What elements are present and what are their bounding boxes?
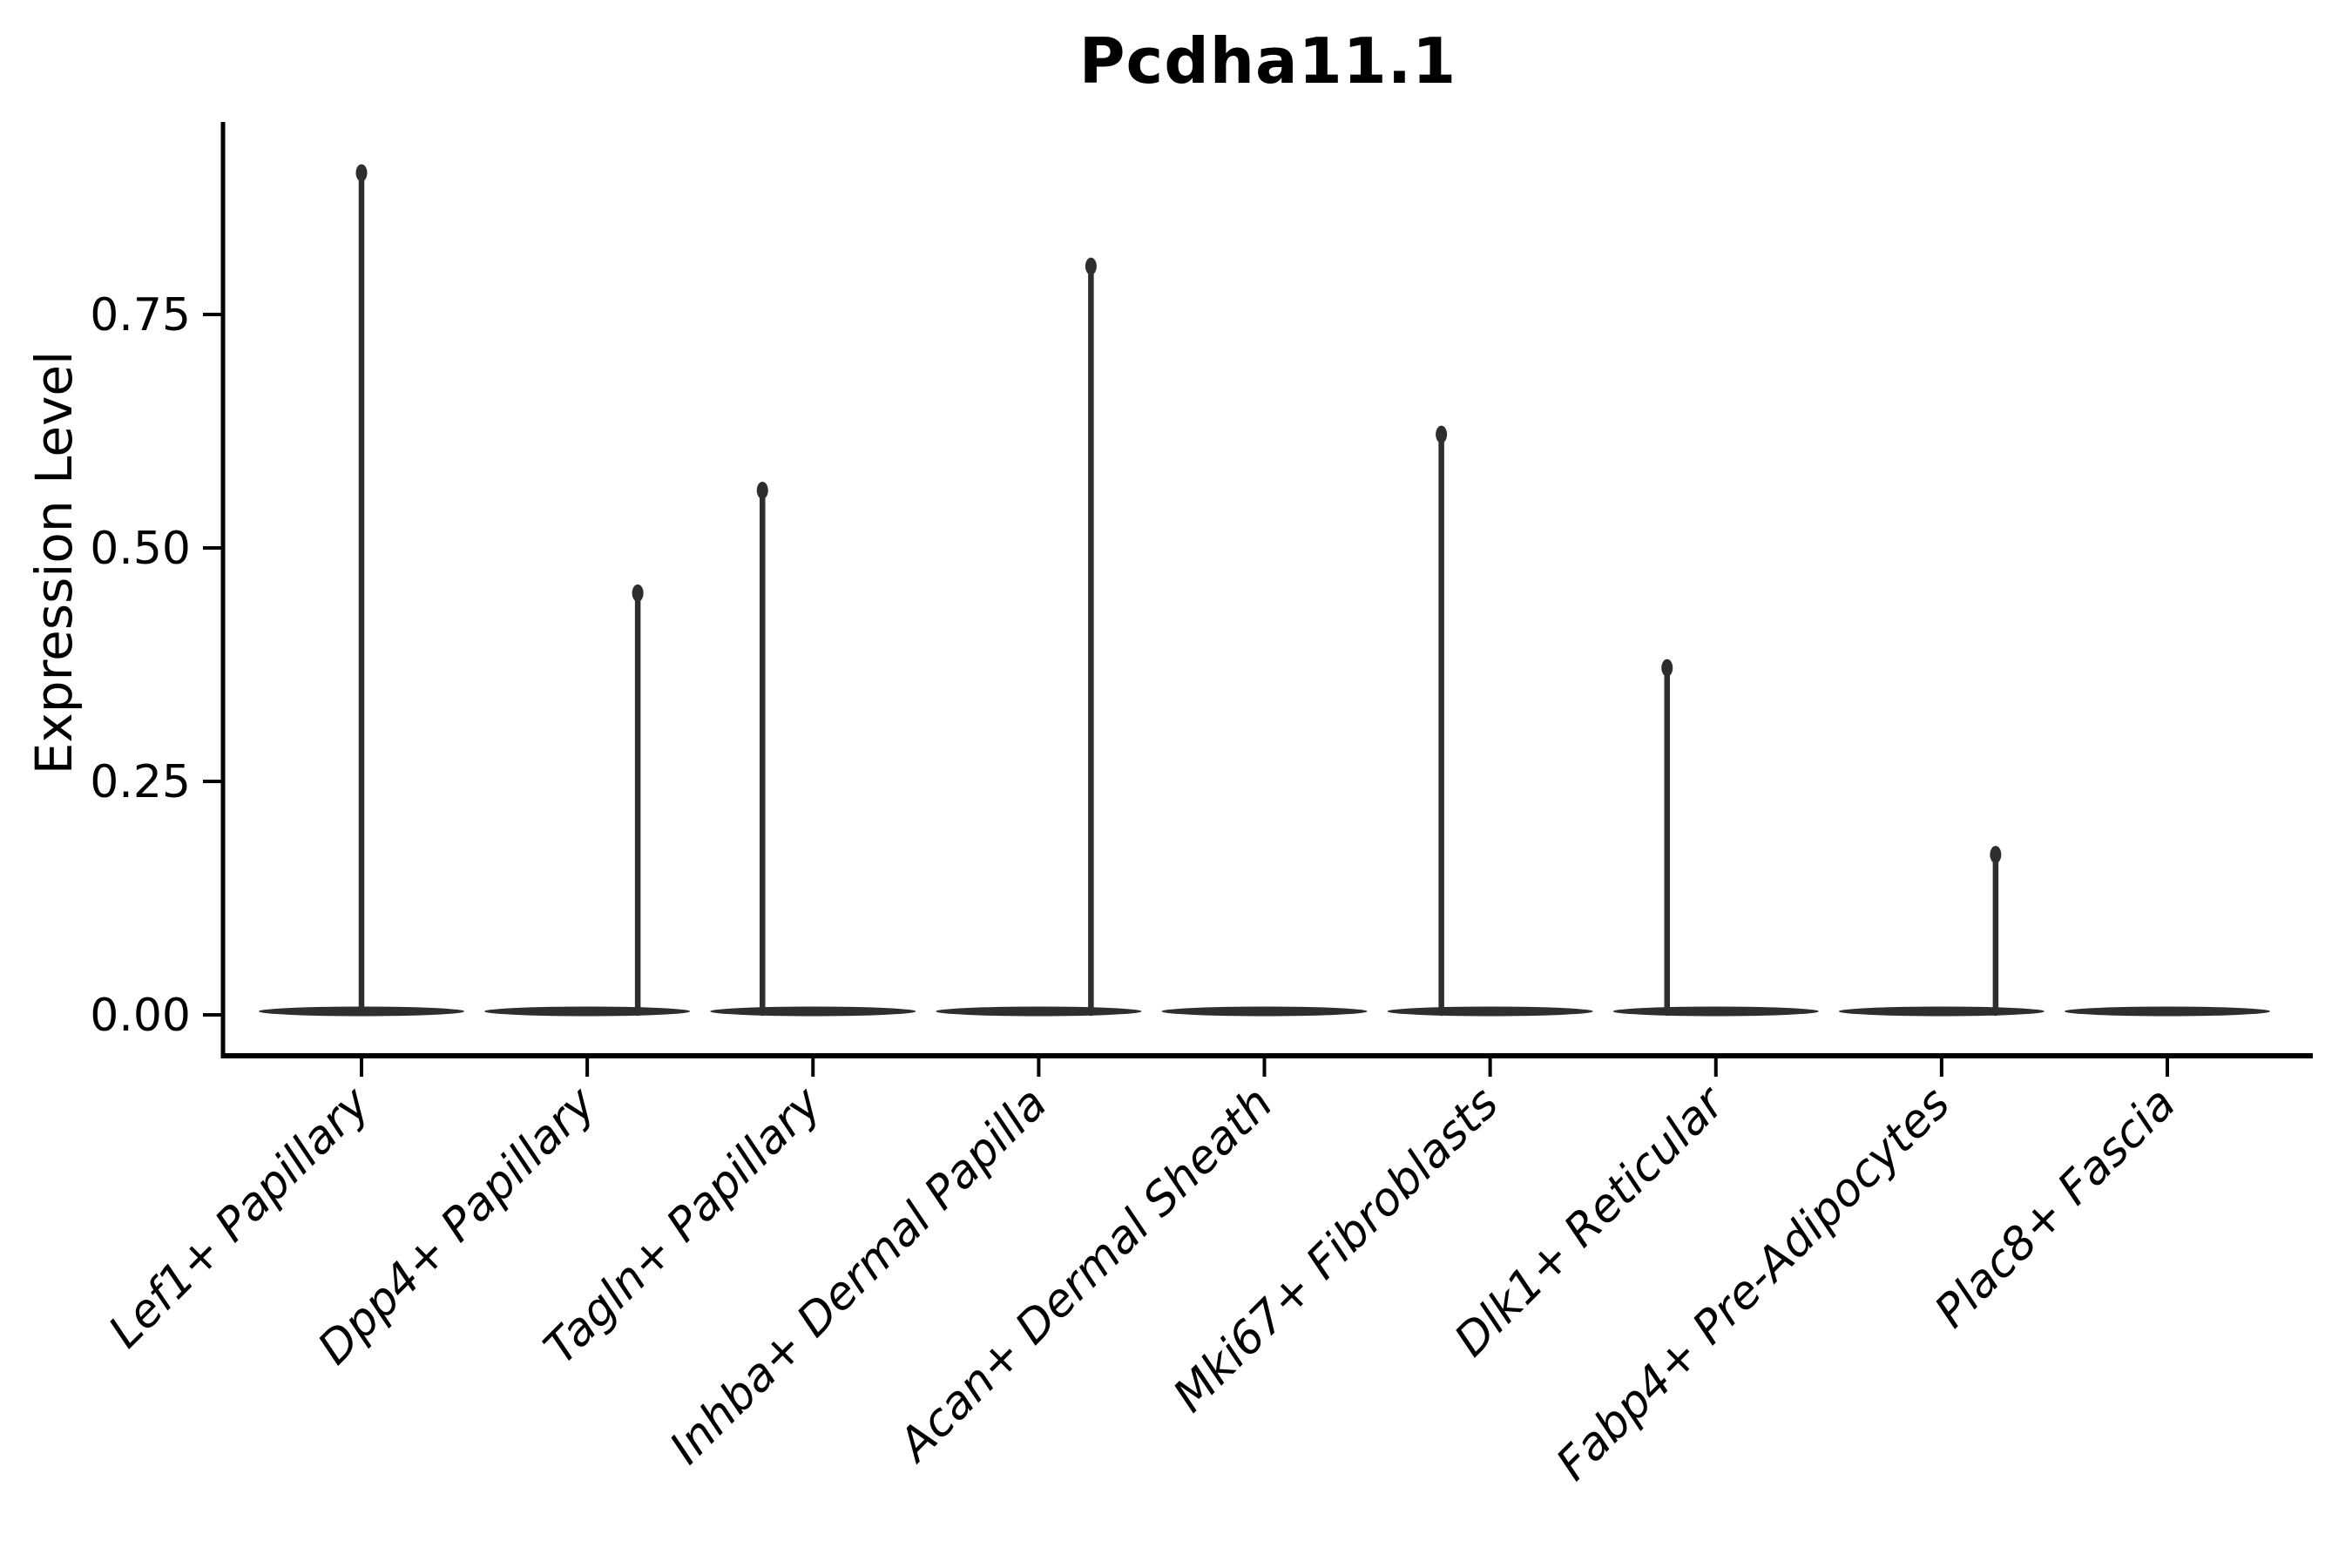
x-tick-label: Fabp4+ Pre-Adipocytes [1546,1078,1960,1491]
violin-needle-tip [1085,257,1097,275]
violin-body [1838,1006,2044,1017]
y-tick-label: 0.50 [90,523,191,575]
violin-body [1387,1006,1593,1017]
chart-title: Pcdha11.1 [1078,24,1457,98]
y-tick-label: 0.00 [90,990,191,1042]
violin-needle-tip [355,164,368,182]
violin-body [484,1006,691,1017]
violin-needle-tip [1436,425,1448,443]
x-tick-label: Inhba+ Dermal Papilla [660,1078,1058,1475]
y-tick-label: 0.75 [90,289,191,341]
y-tick-label: 0.25 [90,756,191,808]
violin-body [710,1006,916,1017]
violin-needle-tip [756,481,768,499]
violin-body [2065,1006,2270,1017]
violin-needle-tip [1661,659,1673,677]
violin-body [1612,1006,1819,1017]
violin-needle-tip [632,584,644,602]
violin-body [936,1006,1142,1017]
x-tick-label: Acan+ Dermal Sheath [888,1078,1283,1473]
violin-needle-tip [1990,846,2002,864]
x-tick-label: Plac8+ Fascia [1925,1078,2186,1338]
violin-body [1161,1006,1368,1017]
